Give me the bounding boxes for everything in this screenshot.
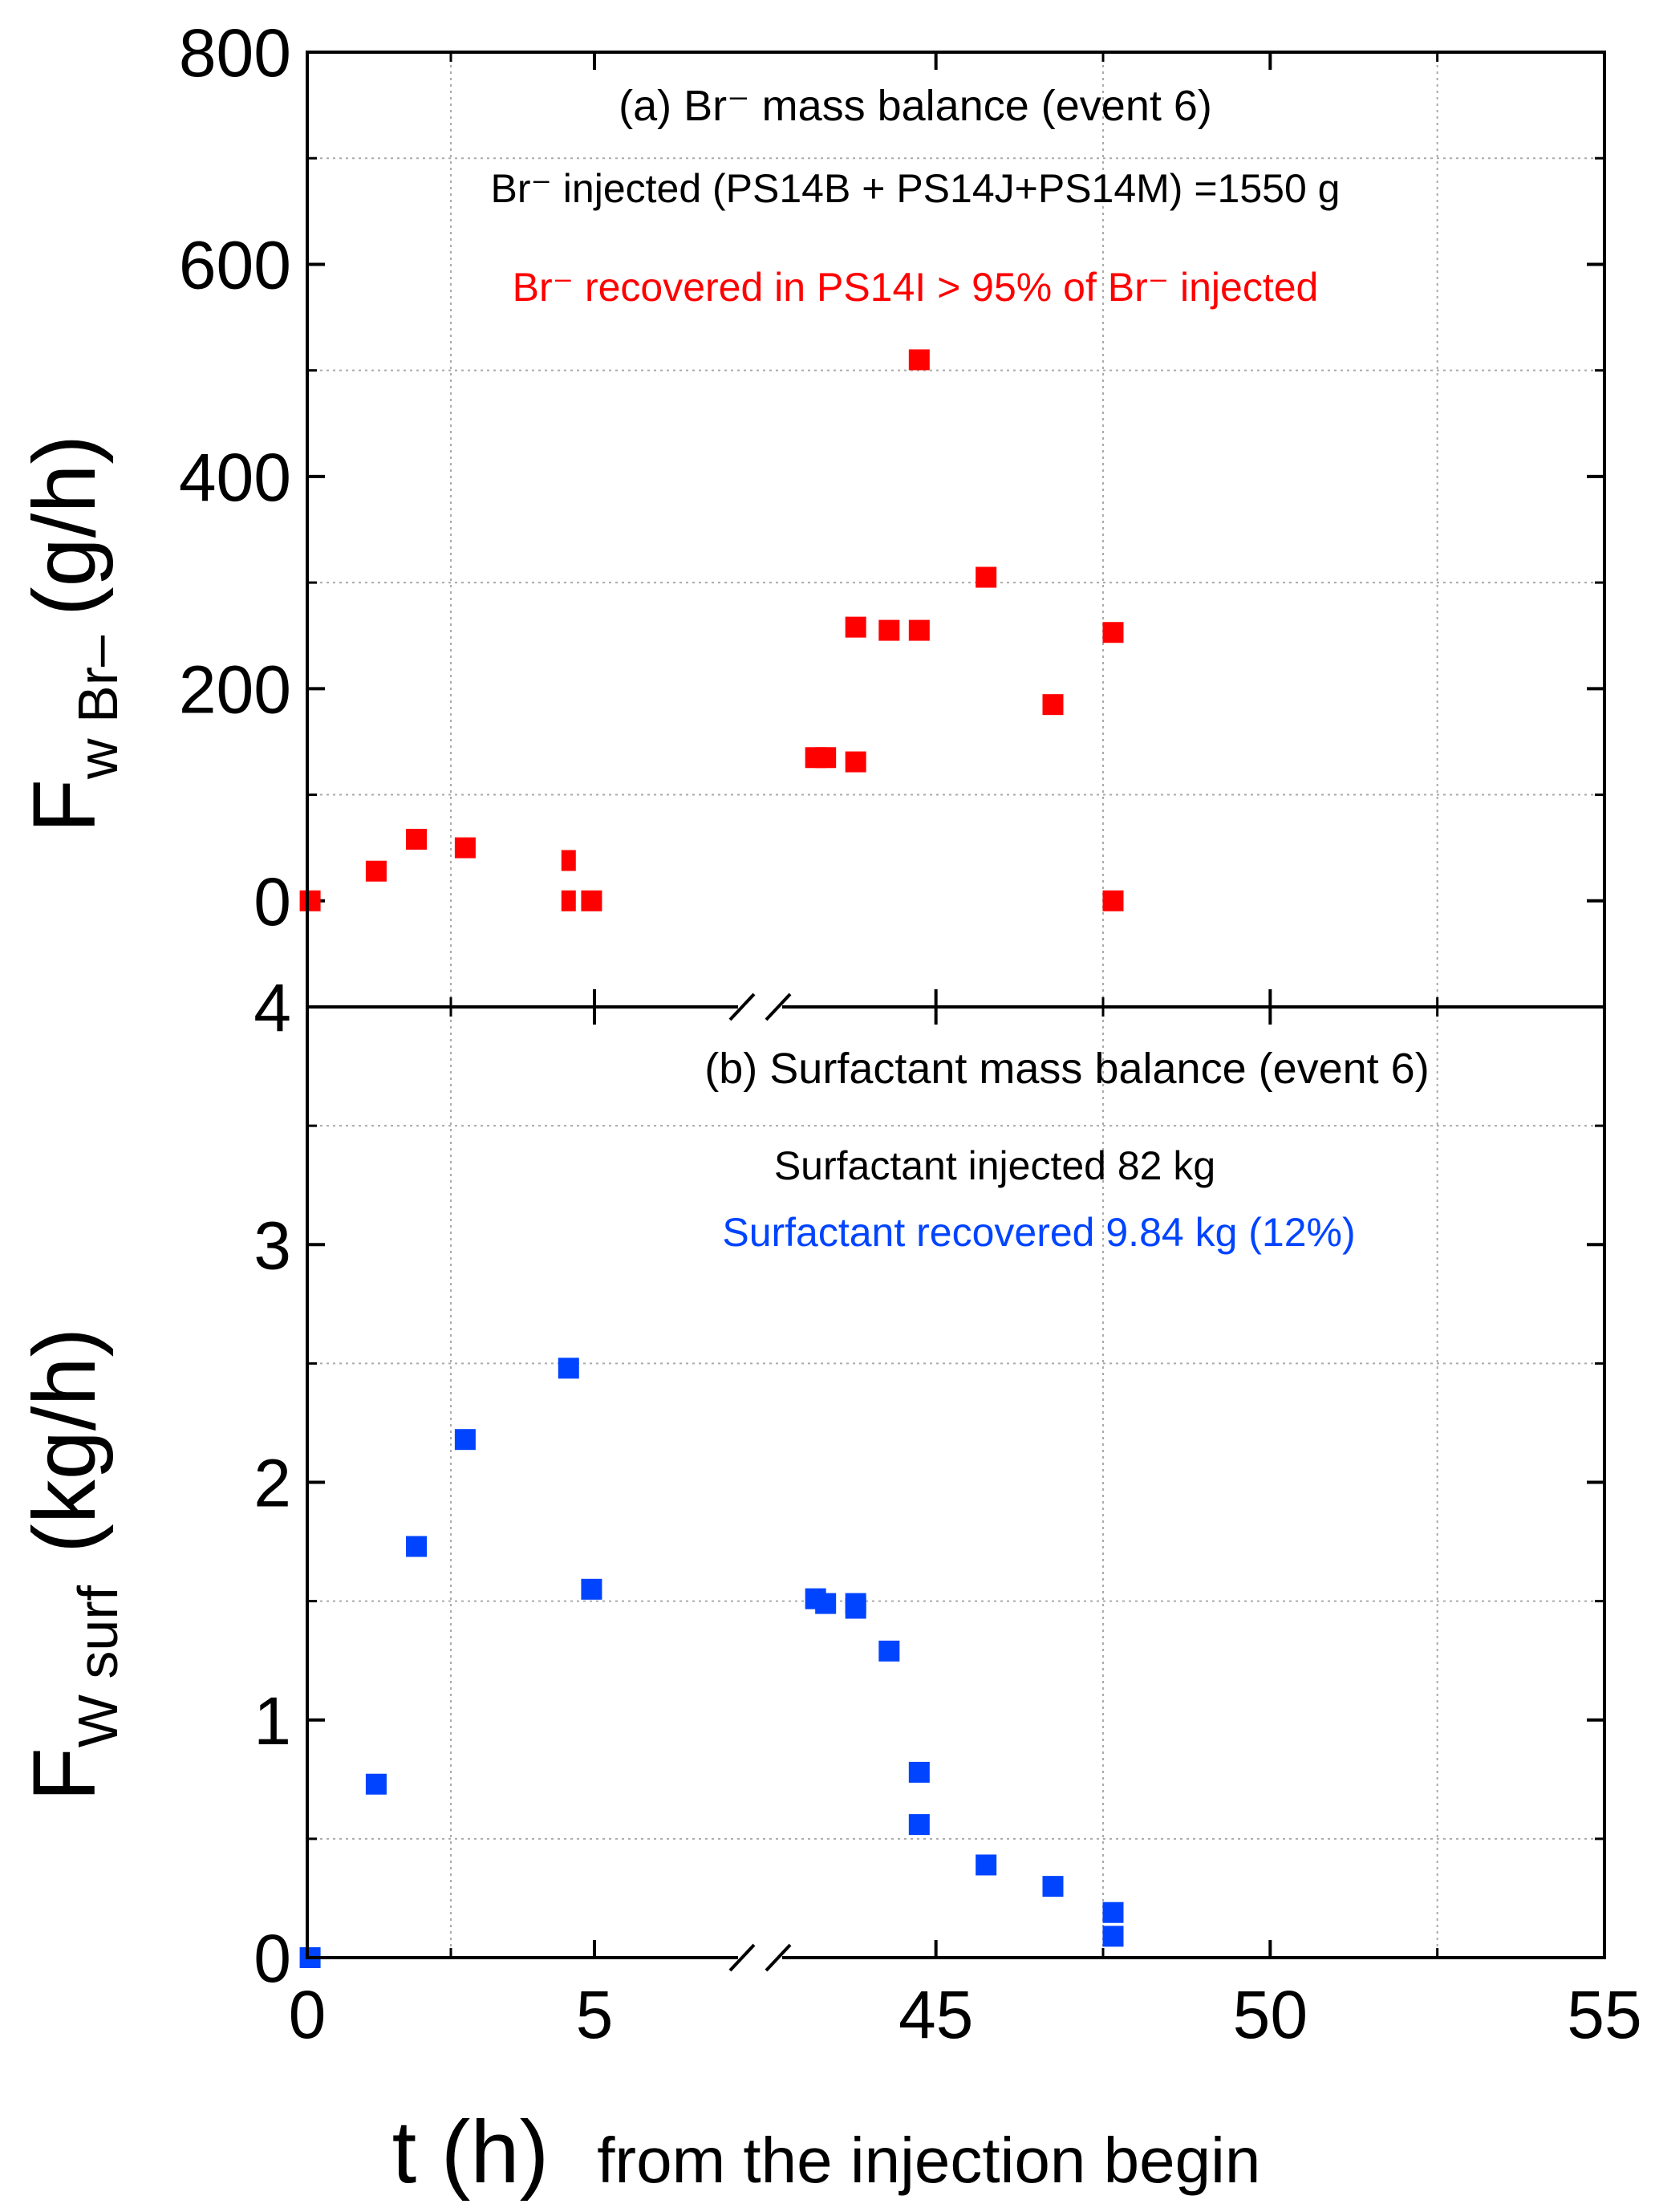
panel-b-data-point xyxy=(365,1773,387,1795)
panel-a-data-point xyxy=(878,619,900,641)
panel-a-annotation-recovered: Br⁻ recovered in PS14I > 95% of Br⁻ inje… xyxy=(513,265,1319,310)
axis-breaks xyxy=(728,992,792,1972)
panel-a-y-tick-label: 800 xyxy=(179,15,291,91)
panel-b-data-point xyxy=(815,1593,837,1614)
x-axis-label-sub: from the injection begin xyxy=(597,2125,1260,2196)
panel-a-annotation-injected: Br⁻ injected (PS14B + PS14J+PS14M) =1550… xyxy=(491,166,1341,211)
panel-b-data-point xyxy=(406,1536,428,1557)
panel-a: 0 200 400 600 800 (a) Br⁻ mass balance (even… xyxy=(15,15,1606,1009)
x-axis-label: t (h) from the injection begin xyxy=(392,2103,1261,2202)
panel-a-data-point xyxy=(845,616,866,638)
panel-a-data-point xyxy=(1042,694,1064,716)
axis-break-gap xyxy=(738,1002,782,1012)
x-tick-label: 50 xyxy=(1233,1977,1308,2052)
panel-a-y-tick-labels: 0 200 400 600 800 xyxy=(179,15,291,940)
panel-a-data-point xyxy=(976,566,997,588)
panel-a-data-point xyxy=(815,747,837,769)
panel-b-y-tick-label: 1 xyxy=(254,1683,291,1759)
panel-a-data-point xyxy=(299,890,321,911)
axis-break-slash xyxy=(765,992,792,1021)
panel-b-data-point xyxy=(908,1761,930,1783)
panel-a-data-point xyxy=(365,860,387,882)
axis-break-slash xyxy=(728,992,756,1021)
panel-b-data-point xyxy=(454,1429,476,1451)
axis-break-slash xyxy=(765,1943,792,1972)
axis-break-slash xyxy=(728,1943,756,1972)
panel-a-y-label-unit: (g/h) xyxy=(15,435,114,616)
panel-b-data-point xyxy=(1102,1926,1124,1947)
x-tick-label: 0 xyxy=(289,1977,327,2052)
x-tick-label: 45 xyxy=(898,1977,973,2052)
panel-b-data-point xyxy=(908,1814,930,1836)
panel-b-y-tick-labels: 0 1 2 3 4 xyxy=(254,970,291,1996)
panel-a-data-point xyxy=(454,837,476,858)
panel-a-y-label: Fw Br– (g/h) xyxy=(15,435,129,833)
panel-a-data-point xyxy=(908,349,930,371)
panel-b-y-label-sub: W surf xyxy=(67,1585,129,1747)
panel-b-data-point xyxy=(581,1578,602,1600)
panel-a-y-label-sub: w Br– xyxy=(67,635,129,780)
panel-a-data-point xyxy=(561,850,576,871)
panel-b-points xyxy=(299,1358,1124,1968)
panel-b-data-point xyxy=(976,1854,997,1876)
panel-b-annotation-recovered: Surfactant recovered 9.84 kg (12%) xyxy=(722,1210,1355,1255)
panel-b: 0 1 2 3 4 (b) Surfactant mass balance (event… xyxy=(15,970,1606,1996)
panel-a-y-tick-label: 0 xyxy=(254,864,291,940)
panel-b-grid xyxy=(307,1007,1604,1958)
panel-b-data-point xyxy=(1102,1902,1124,1923)
panel-b-y-tick-label: 0 xyxy=(254,1921,291,1996)
panel-a-data-point xyxy=(406,829,428,850)
panel-b-y-label-main: F xyxy=(15,1747,114,1801)
panel-b-data-point xyxy=(558,1358,579,1379)
x-axis-label-main: t (h) xyxy=(392,2103,550,2202)
x-tick-label: 5 xyxy=(576,1977,614,2052)
svg-text:FW surf(kg/h): FW surf (kg/h) xyxy=(15,1328,129,1802)
panel-b-data-point xyxy=(878,1640,900,1662)
x-tick-labels: 0 5 45 50 55 xyxy=(289,1977,1642,2052)
panel-b-frame xyxy=(306,1005,1606,1959)
panel-a-y-tick-label: 400 xyxy=(179,440,291,515)
panel-a-data-point xyxy=(1102,890,1124,911)
panel-a-y-label-main: F xyxy=(15,779,114,833)
panel-b-y-label: FW surf (kg/h) xyxy=(15,1328,129,1802)
panel-b-y-tick-label: 2 xyxy=(254,1446,291,1521)
panel-b-data-point xyxy=(845,1597,866,1619)
panel-b-y-tick-label: 3 xyxy=(254,1207,291,1283)
panel-a-points xyxy=(299,349,1124,911)
panel-a-data-point xyxy=(845,751,866,773)
panel-a-data-point xyxy=(581,890,602,911)
panel-a-y-tick-label: 600 xyxy=(179,227,291,302)
panel-b-data-point xyxy=(1042,1876,1064,1897)
panel-a-data-point xyxy=(908,619,930,641)
panel-b-annotation-injected: Surfactant injected 82 kg xyxy=(774,1143,1215,1188)
panel-a-data-point xyxy=(1102,622,1124,643)
panel-b-y-label-unit: (kg/h) xyxy=(15,1328,114,1553)
panel-a-title: (a) Br⁻ mass balance (event 6) xyxy=(619,82,1212,130)
axis-break-gap xyxy=(738,1953,782,1962)
x-tick-label: 55 xyxy=(1567,1977,1641,2052)
svg-text:Fw Br–(g/h): Fw Br– (g/h) xyxy=(15,435,129,833)
panel-b-y-tick-label: 4 xyxy=(254,970,291,1045)
panel-b-title: (b) Surfactant mass balance (event 6) xyxy=(704,1045,1429,1093)
panel-a-data-point xyxy=(561,890,576,911)
panel-a-y-tick-label: 200 xyxy=(179,651,291,727)
